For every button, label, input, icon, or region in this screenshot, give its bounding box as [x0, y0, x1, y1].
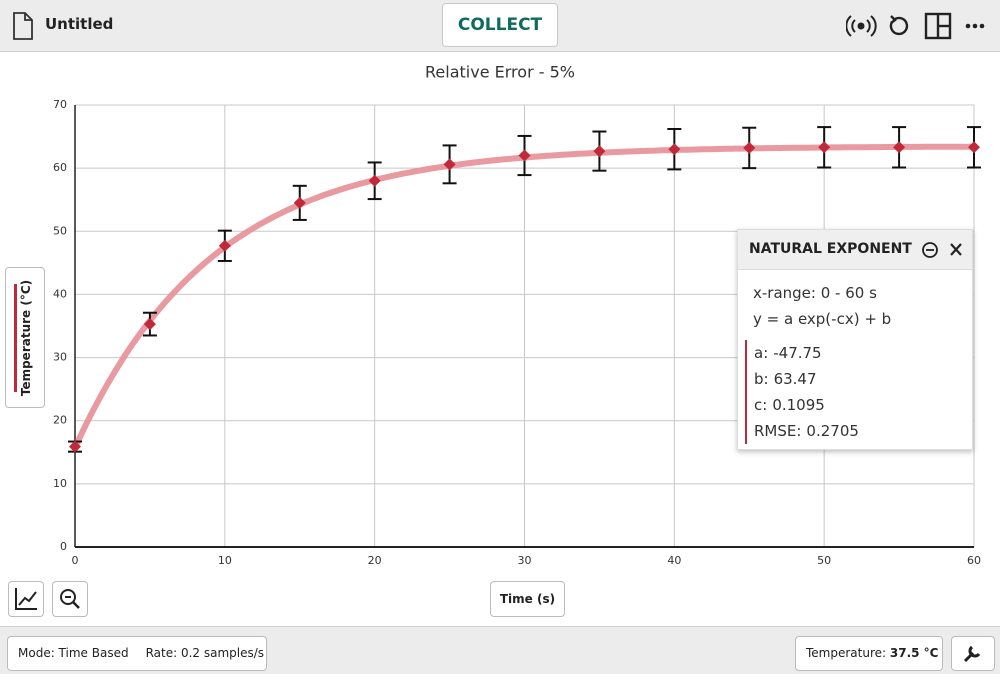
mode: Mode: Time Based — [18, 646, 129, 660]
fit-range: x-range: 0 - 60 s — [753, 284, 877, 302]
y-tick-label: 70 — [53, 98, 67, 111]
y-tick-label: 20 — [53, 414, 67, 427]
collapse-button[interactable] — [922, 242, 938, 258]
fit-parameter: c: 0.1095 — [754, 392, 972, 418]
data-point — [893, 141, 906, 154]
wireless-icon[interactable] — [846, 15, 877, 37]
parameter-value: 0.1095 — [772, 396, 825, 414]
collect-button[interactable]: COLLECT — [442, 3, 558, 47]
file-name[interactable]: Untitled — [45, 15, 114, 33]
fit-equation: y = a exp(-cx) + b — [753, 310, 892, 328]
panel-title: NATURAL EXPONENT — [749, 241, 912, 257]
settings-button[interactable] — [951, 636, 995, 671]
y-tick-label: 30 — [53, 351, 67, 364]
data-point — [968, 141, 980, 154]
x-tick-label: 0 — [72, 554, 79, 567]
fit-parameter: RMSE: 0.2705 — [754, 418, 972, 444]
data-point — [368, 174, 381, 187]
panel-controls — [922, 242, 962, 258]
data-point — [143, 318, 156, 331]
rate: Rate: 0.2 samples/s — [145, 646, 265, 660]
y-tick-label: 40 — [53, 287, 67, 300]
x-tick-label: 40 — [667, 554, 681, 567]
data-point — [218, 239, 231, 252]
sensor-label: Temperature: — [806, 646, 887, 660]
data-point — [668, 143, 681, 156]
sensor-box[interactable]: Temperature: 37.5 °C — [795, 636, 943, 671]
series-color-swatch — [14, 284, 17, 392]
parameter-name: b: — [754, 370, 769, 388]
y-tick-label: 50 — [53, 224, 67, 237]
x-axis-label-button[interactable]: Time (s) — [490, 581, 565, 617]
mode-box[interactable]: Mode: Time Based Rate: 0.2 samples/s — [7, 636, 267, 671]
toolbar-icons — [846, 12, 985, 40]
parameter-value: 63.47 — [773, 370, 817, 388]
data-point — [743, 141, 756, 154]
chart-title: Relative Error - 5% — [425, 63, 575, 82]
data-point — [293, 196, 306, 209]
x-tick-label: 10 — [218, 554, 232, 567]
x-tick-label: 60 — [967, 554, 981, 567]
toolbar: Untitled COLLECT — [0, 0, 1000, 52]
data-point — [518, 149, 531, 162]
data-point — [443, 158, 456, 171]
file-icon[interactable] — [12, 12, 34, 40]
y-tick-label: 0 — [60, 540, 67, 553]
graph-icon — [15, 588, 37, 610]
x-tick-label: 20 — [368, 554, 382, 567]
panel-header: NATURAL EXPONENT — [738, 230, 972, 270]
sensor-reading: 37.5 °C — [889, 646, 939, 660]
fit-parameter: a: -47.75 — [754, 340, 972, 366]
y-tick-label: 60 — [53, 161, 67, 174]
parameter-name: RMSE: — [754, 422, 802, 440]
parameter-name: c: — [754, 396, 768, 414]
zoom-icon — [60, 589, 80, 609]
parameter-value: 0.2705 — [806, 422, 859, 440]
fit-parameters: a: -47.75 b: 63.47 c: 0.1095 RMSE: 0.2705 — [745, 340, 972, 444]
more-icon[interactable] — [965, 23, 985, 29]
data-point — [69, 440, 81, 453]
data-point — [818, 141, 831, 154]
y-tick-label: 10 — [53, 477, 67, 490]
data-point — [593, 145, 606, 158]
y-axis-label-button[interactable]: Temperature (°C) — [5, 267, 45, 408]
zoom-button[interactable] — [52, 581, 88, 617]
curve-fit-panel: NATURAL EXPONENT x-range: 0 - 60 s y = a… — [737, 229, 973, 450]
x-tick-label: 50 — [817, 554, 831, 567]
y-axis-label: Temperature (°C) — [19, 279, 33, 397]
fit-parameter: b: 63.47 — [754, 366, 972, 392]
parameter-name: a: — [754, 344, 769, 362]
close-button[interactable] — [950, 243, 962, 256]
layout-icon[interactable] — [924, 12, 952, 40]
wrench-icon — [963, 645, 981, 663]
reset-icon[interactable] — [889, 15, 909, 36]
parameter-value: -47.75 — [773, 344, 822, 362]
graph-tools-button[interactable] — [8, 581, 44, 617]
status-bar: Mode: Time Based Rate: 0.2 samples/s Temp… — [0, 626, 1000, 674]
x-tick-label: 30 — [518, 554, 532, 567]
